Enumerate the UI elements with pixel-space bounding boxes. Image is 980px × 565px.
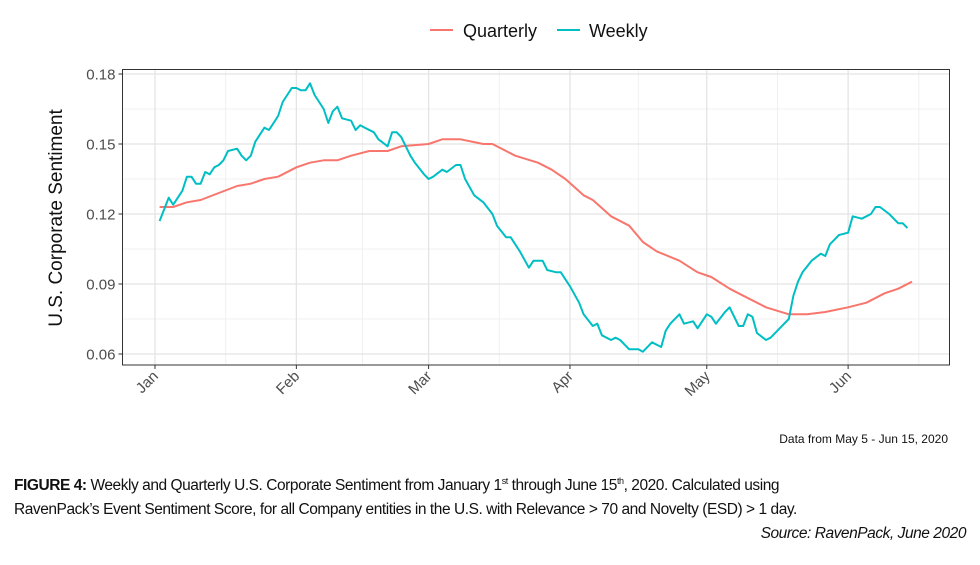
- data-range-note: Data from May 5 - Jun 15, 2020: [779, 432, 948, 446]
- x-tick-label: Feb: [273, 368, 303, 398]
- x-tick-label: Jun: [826, 368, 855, 397]
- plot-panel: [122, 69, 950, 365]
- x-tick-label: Mar: [405, 368, 435, 398]
- y-tick-label: 0.12: [86, 207, 115, 224]
- legend-label-quarterly: Quarterly: [463, 21, 537, 41]
- caption-sup: st: [501, 475, 509, 486]
- y-tick-label: 0.09: [86, 277, 115, 294]
- figure-caption-line-1: FIGURE 4: Weekly and Quarterly U.S. Corp…: [14, 474, 966, 498]
- y-tick-label: 0.18: [86, 67, 115, 84]
- caption-text: Weekly and Quarterly U.S. Corporate Sent…: [86, 477, 502, 494]
- x-tick-label: May: [682, 367, 714, 399]
- y-tick-label: 0.06: [86, 347, 115, 364]
- y-tick-label: 0.15: [86, 137, 115, 154]
- caption-text: through June 15: [507, 477, 618, 494]
- x-tick-label: Jan: [133, 368, 162, 397]
- x-tick-label: Apr: [548, 368, 577, 397]
- y-axis-label: U.S. Corporate Sentiment: [46, 109, 67, 327]
- series-line-weekly: [158, 82, 909, 353]
- caption-sup: th: [616, 475, 624, 486]
- figure-caption-line-2: RavenPack’s Event Sentiment Score, for a…: [14, 501, 797, 518]
- plot-border: [122, 69, 950, 366]
- series-line-quarterly: [159, 138, 913, 316]
- line-chart: 0.06 0.09 0.12 0.15 0.18 Jan Feb Mar Apr May Jun U.…: [46, 21, 950, 400]
- figure-label: FIGURE 4:: [14, 477, 87, 494]
- caption-text: , 2020. Calculated using: [623, 477, 780, 494]
- legend-label-weekly: Weekly: [589, 21, 648, 41]
- figure-source: Source: RavenPack, June 2020: [760, 525, 967, 542]
